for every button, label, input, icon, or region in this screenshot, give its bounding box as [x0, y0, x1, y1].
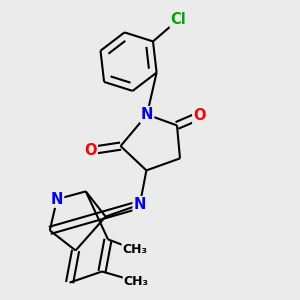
- Text: N: N: [51, 192, 63, 207]
- Text: CH₃: CH₃: [124, 275, 149, 288]
- Text: O: O: [84, 143, 97, 158]
- Text: N: N: [134, 197, 146, 212]
- Text: CH₃: CH₃: [122, 243, 148, 256]
- Text: O: O: [193, 108, 206, 123]
- Text: Cl: Cl: [171, 12, 186, 27]
- Text: N: N: [141, 107, 153, 122]
